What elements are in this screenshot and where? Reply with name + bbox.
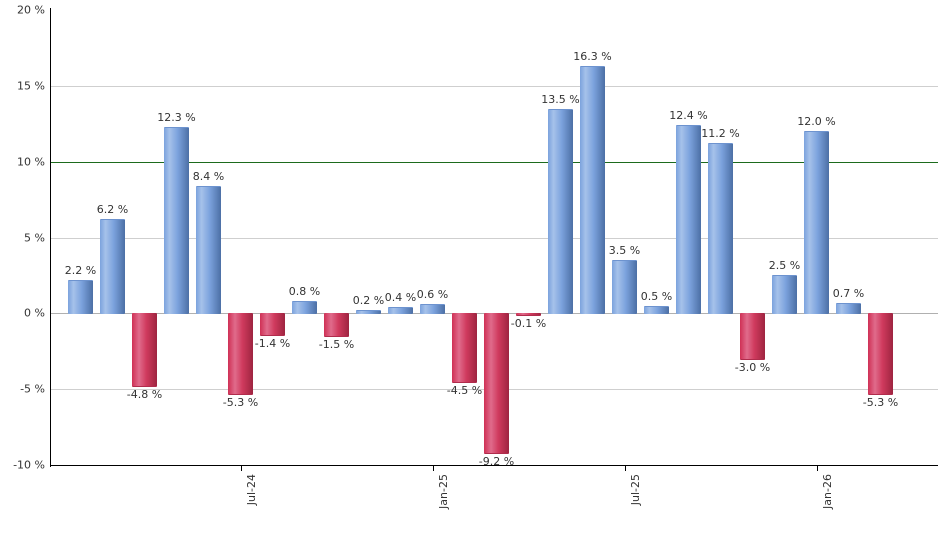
x-axis-labels: Jul-24 Jan-25 Jul-25 Jan-26: [50, 466, 938, 550]
x-axis-tick-label: Jul-24: [244, 474, 258, 506]
y-axis-tick-label: 15 %: [17, 79, 45, 93]
bar[interactable]: [516, 313, 541, 317]
bar[interactable]: [420, 304, 445, 315]
bar[interactable]: [836, 302, 861, 315]
bar-value-label: 11.2 %: [701, 127, 740, 141]
bar[interactable]: [292, 301, 317, 315]
bar-value-label: -5.3 %: [862, 395, 899, 409]
bar[interactable]: [260, 313, 285, 336]
bar[interactable]: [388, 307, 413, 315]
y-axis-tick-label: 20 %: [17, 3, 45, 17]
y-axis-tick-label: 10 %: [17, 155, 45, 169]
bar[interactable]: [804, 131, 829, 315]
x-axis-tick: [816, 466, 818, 471]
x-axis-tick-label: Jan-25: [436, 474, 450, 509]
bar[interactable]: [676, 125, 701, 315]
reference-line: [50, 161, 938, 163]
bar[interactable]: [868, 313, 893, 395]
bar-value-label: 0.8 %: [288, 285, 321, 299]
bar[interactable]: [644, 305, 669, 315]
x-axis-tick: [240, 466, 242, 471]
bar-value-label: 12.0 %: [797, 115, 836, 129]
bar[interactable]: [772, 275, 797, 315]
bar-value-label: -9.2 %: [478, 454, 515, 468]
y-axis-tick-label: 0 %: [24, 306, 45, 320]
bar-value-label: -3.0 %: [734, 360, 771, 374]
bar-value-label: 3.5 %: [608, 244, 641, 258]
bar[interactable]: [612, 260, 637, 315]
bar-value-label: 0.4 %: [384, 291, 417, 305]
bar-value-label: -1.5 %: [318, 338, 355, 352]
bar-value-label: 2.2 %: [64, 263, 97, 277]
bar[interactable]: [68, 279, 93, 315]
bar-value-label: -0.1 %: [510, 316, 547, 330]
plot-area: 2.2 % 6.2 % -4.8 % 12.3 % 8.4 % -5.3 % -1.4 % 0…: [50, 10, 938, 468]
y-axis-line: [50, 8, 51, 467]
x-axis-tick: [624, 466, 626, 471]
bar[interactable]: [580, 66, 605, 315]
gridline-5: [50, 237, 938, 239]
bar[interactable]: [164, 126, 189, 315]
x-axis-tick: [432, 466, 434, 471]
bar[interactable]: [324, 313, 349, 338]
bar-value-label: 6.2 %: [96, 203, 129, 217]
bar[interactable]: [356, 310, 381, 315]
bar[interactable]: [196, 185, 221, 315]
x-axis-tick-label: Jan-26: [820, 474, 834, 509]
bar[interactable]: [740, 313, 765, 360]
x-axis-line: [50, 465, 938, 466]
bar-value-label: 2.5 %: [768, 259, 801, 273]
bar-value-label: -4.8 %: [126, 388, 163, 402]
bar-value-label: 0.7 %: [832, 286, 865, 300]
bar-value-label: 0.5 %: [640, 289, 673, 303]
y-axis-tick-label: 5 %: [24, 231, 45, 244]
bar[interactable]: [228, 313, 253, 395]
x-axis-tick-label: Jul-25: [628, 474, 642, 506]
bar-value-label: 8.4 %: [192, 169, 225, 183]
bar[interactable]: [548, 108, 573, 315]
bar[interactable]: [132, 313, 157, 388]
bar-value-label: -5.3 %: [222, 395, 259, 409]
bar-value-label: 0.6 %: [416, 288, 449, 302]
bar-value-label: -1.4 %: [254, 336, 291, 350]
y-axis-labels: 20 % 15 % 10 % 5 % 0 % -5 % -10 %: [0, 0, 45, 550]
gridline-15: [50, 85, 938, 87]
bar-value-label: 12.3 %: [157, 110, 196, 124]
bar-value-label: 13.5 %: [541, 92, 580, 106]
gridline-20: [50, 10, 938, 11]
bar-value-label: 16.3 %: [573, 50, 612, 64]
y-axis-tick-label: -10 %: [13, 458, 45, 472]
bar[interactable]: [452, 313, 477, 383]
bar-value-label: 0.2 %: [352, 294, 385, 308]
y-axis-tick-label: -5 %: [20, 382, 45, 396]
bar-value-label: -4.5 %: [446, 383, 483, 397]
bar[interactable]: [708, 143, 733, 315]
bar[interactable]: [100, 219, 125, 315]
bar[interactable]: [484, 313, 509, 454]
bar-value-label: 12.4 %: [669, 109, 708, 123]
